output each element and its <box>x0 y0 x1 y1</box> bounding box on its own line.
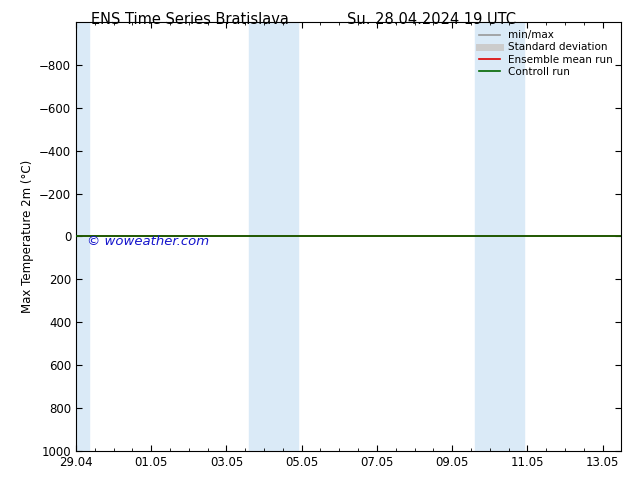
Text: Su. 28.04.2024 19 UTC: Su. 28.04.2024 19 UTC <box>347 12 515 27</box>
Bar <box>475 22 505 451</box>
Bar <box>76 22 89 451</box>
Y-axis label: Max Temperature 2m (°C): Max Temperature 2m (°C) <box>20 160 34 313</box>
Bar <box>279 22 298 451</box>
Text: ENS Time Series Bratislava: ENS Time Series Bratislava <box>91 12 289 27</box>
Legend: min/max, Standard deviation, Ensemble mean run, Controll run: min/max, Standard deviation, Ensemble me… <box>476 27 616 80</box>
Bar <box>505 22 524 451</box>
Bar <box>249 22 279 451</box>
Text: © woweather.com: © woweather.com <box>87 235 209 248</box>
